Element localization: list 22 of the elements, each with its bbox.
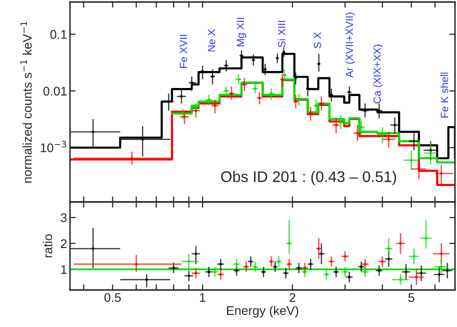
y-tick-label: 3 [60,213,67,222]
y-tick-label: 1 [61,265,67,274]
y-axis-title: ratio [43,234,52,258]
y-axis-title: normalized counts s$^{−1}$ keV$^{−1}$ [20,22,32,183]
y-tick-label: 10$^{−3}$ [40,140,66,152]
annotation: Fe K shell [440,72,448,118]
x-tick-label: 2 [290,293,296,302]
annotation: Ar (XVII+XVII) [345,12,356,78]
annotation: Mg XII [236,18,246,46]
annotation: Si XIII [278,20,286,48]
x-tick-label: 5 [408,293,414,302]
annotation: S X [314,32,322,48]
y-tick-label: 0.01 [43,86,67,96]
annotation: Fe XVII [180,34,188,68]
y-tick-label: 2 [60,239,67,248]
annotation: Obs ID 201 : (0.43 – 0.51) [221,170,396,186]
x-axis-title: Energy (keV) [227,306,298,318]
x-tick-label: 1 [200,293,206,302]
x-tick-label: 0.5 [104,293,121,302]
y-tick-label: 0.1 [50,30,67,39]
annotation: Ca (XIX+XX) [373,44,383,104]
annotation: Ne X [208,29,216,52]
